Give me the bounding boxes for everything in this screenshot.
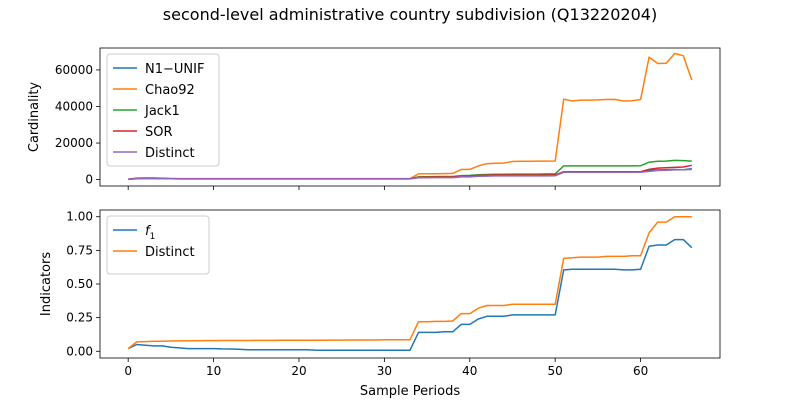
x-tick-label: 30 <box>377 364 392 378</box>
cardinality-axes: 0 20000 40000 60000 Cardinality N1−UNIF Chao92… <box>27 47 721 190</box>
axes-frame <box>99 209 721 359</box>
y-tick-label: 0.25 <box>66 311 93 325</box>
series-line <box>127 238 693 351</box>
legend-label: Jack1 <box>144 104 180 119</box>
x-tick-label: 10 <box>206 364 221 378</box>
x-tick-label: 50 <box>548 364 563 378</box>
series-line <box>127 215 692 350</box>
y-tick-label: 0.00 <box>66 344 93 358</box>
x-tick-label: 40 <box>462 364 477 378</box>
legend-label: SOR <box>145 125 173 140</box>
y-tick-label: 40000 <box>55 99 93 113</box>
y-tick-label: 60000 <box>55 63 93 77</box>
x-tick-label: 60 <box>633 364 648 378</box>
series-line <box>128 168 692 181</box>
y-tick-label: 20000 <box>55 136 93 150</box>
legend-label: N1−UNIF <box>145 62 204 77</box>
indicators-axes: 0 10 20 30 40 50 60 0.00 0.25 0.50 0.75 1.00 Indicat… <box>39 209 721 399</box>
legend-label: f1 <box>145 224 155 242</box>
legend-label: Chao92 <box>145 83 195 98</box>
x-tick-label: 20 <box>291 364 306 378</box>
y-tick-label: 0.50 <box>66 277 93 291</box>
legend-box <box>106 53 220 167</box>
y-axis-label: Indicators <box>39 252 54 316</box>
legend-label: Distinct <box>145 146 195 161</box>
x-axis-label: Sample Periods <box>360 384 460 399</box>
legend-label: Distinct <box>145 245 195 260</box>
y-tick-label: 0 <box>85 173 93 187</box>
axes-frame <box>99 47 721 187</box>
x-tick-label: 0 <box>124 364 132 378</box>
y-axis-label: Cardinality <box>27 82 42 153</box>
y-tick-label: 1.00 <box>66 210 93 224</box>
figure-title: second-level administrative country subd… <box>163 5 657 24</box>
y-tick-label: 0.75 <box>66 243 93 257</box>
